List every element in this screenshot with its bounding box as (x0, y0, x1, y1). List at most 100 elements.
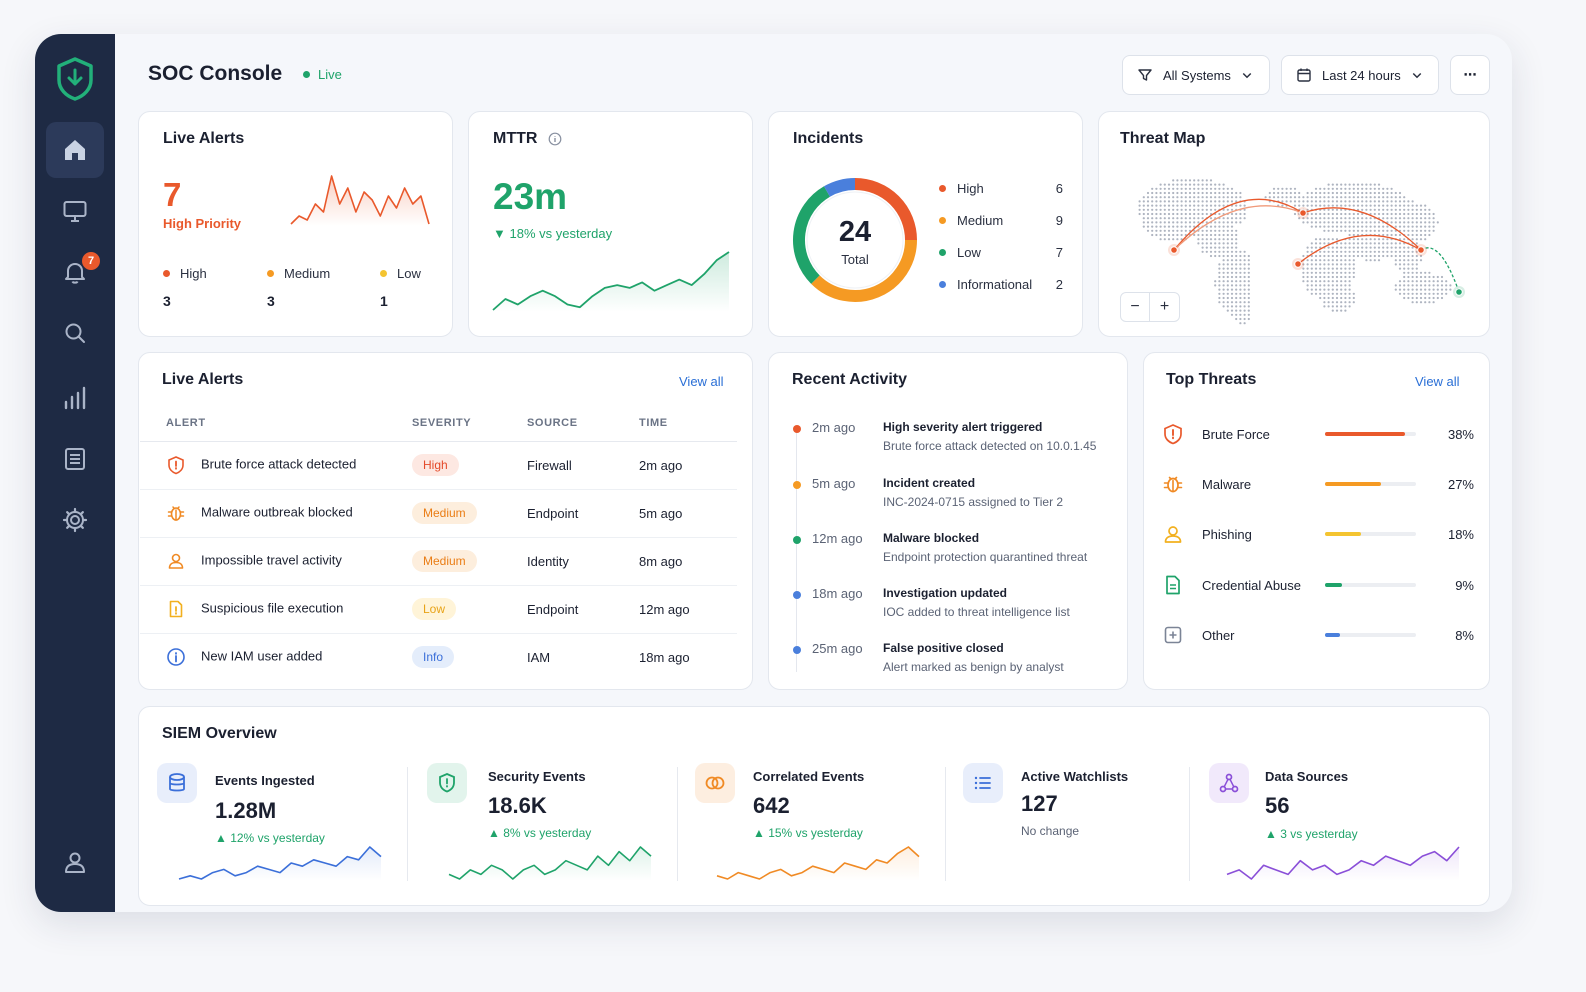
incidents-low-count: 7 (1055, 245, 1063, 260)
more-options-button[interactable]: ⋯ (1450, 55, 1490, 95)
zoom-in-button[interactable]: + (1159, 298, 1170, 315)
notification-badge: 7 (82, 252, 100, 270)
legend-low-label: Low (397, 266, 421, 281)
shield-alert-icon (168, 456, 184, 475)
siem-active-watchlists[interactable]: Active Watchlists 127 No change (963, 763, 1183, 883)
threat-name: Other (1202, 627, 1235, 643)
top-threats-card: Top Threats View all Brute Force 38% Mal… (1143, 352, 1490, 690)
attack-point[interactable] (1299, 209, 1307, 217)
attack-point[interactable] (1455, 288, 1463, 296)
threat-row-other[interactable]: Other 8% (1162, 623, 1474, 647)
recent-activity-title: Recent Activity (792, 371, 907, 388)
sidebar: 7 (35, 34, 115, 912)
activity-title: Investigation updated (883, 586, 1008, 600)
alert-time: 8m ago (639, 537, 737, 586)
nav-home[interactable] (46, 122, 104, 178)
alerts-table-header: ALERT SEVERITY SOURCE TIME (140, 405, 737, 442)
incidents-informational-dot (939, 281, 946, 288)
link-icon (695, 763, 735, 803)
incidents-card: Incidents 24 Total High 6 Medium 9 Low 7 In… (768, 111, 1083, 337)
high-priority-count: 7 (163, 176, 182, 213)
threat-row-phishing[interactable]: Phishing 18% (1162, 522, 1474, 546)
donut-slice-high[interactable] (854, 178, 917, 241)
alerts-table: ALERT SEVERITY SOURCE TIME Brute force a… (140, 405, 737, 681)
threat-bar (1325, 482, 1416, 486)
siem-sparkline (1226, 846, 1460, 881)
activity-dot (793, 481, 801, 489)
alerts-view-all-link[interactable]: View all (679, 374, 724, 389)
mttr-value: 23m (493, 176, 568, 217)
more-icon: ⋯ (1463, 67, 1477, 82)
nav-settings[interactable] (46, 492, 104, 548)
legend-high: High (163, 266, 207, 281)
severity-badge: Low (412, 598, 457, 620)
phishing-icon (1164, 526, 1182, 543)
attack-point[interactable] (1294, 260, 1302, 268)
donut-slice-informational[interactable] (824, 178, 856, 197)
table-row[interactable]: Suspicious file execution Low Endpoint 1… (140, 585, 737, 634)
mttr-title: MTTR (493, 130, 538, 147)
table-row[interactable]: Impossible travel activity Medium Identi… (140, 537, 737, 586)
col-source[interactable]: SOURCE (527, 405, 639, 442)
activity-item[interactable]: 2m ago High severity alert triggered Brute… (793, 420, 1113, 460)
siem-title: SIEM Overview (162, 725, 277, 742)
threats-view-all-link[interactable]: View all (1415, 374, 1460, 389)
nav-analytics[interactable] (46, 370, 104, 426)
activity-item[interactable]: 18m ago Investigation updated IOC added to… (793, 586, 1113, 626)
nav-monitor[interactable] (46, 183, 104, 239)
siem-label: Active Watchlists (1021, 769, 1129, 784)
nav-profile[interactable] (46, 834, 104, 890)
siem-value: 1.28M (215, 798, 277, 823)
siem-correlated-events[interactable]: Correlated Events 642 ▲ 15% vs yesterday (695, 763, 925, 883)
col-alert[interactable]: ALERT (140, 405, 412, 442)
alert-name: Impossible travel activity (201, 552, 342, 568)
search-icon (65, 323, 85, 343)
nav-reports[interactable] (46, 431, 104, 487)
table-row[interactable]: New IAM user added Info IAM 18m ago (140, 633, 737, 681)
col-time[interactable]: TIME (639, 405, 737, 442)
donut-slice-low[interactable] (793, 186, 831, 284)
legend-low-dot (380, 270, 387, 277)
plus-box-icon (1164, 626, 1182, 644)
activity-item[interactable]: 25m ago False positive closed Alert marked… (793, 641, 1113, 681)
siem-delta: ▲ 12% vs yesterday (215, 831, 325, 845)
table-row[interactable]: Brute force attack detected High Firewal… (140, 441, 737, 490)
donut-slice-medium[interactable] (811, 239, 917, 302)
nav-notifications[interactable]: 7 (46, 244, 104, 300)
siem-events-ingested[interactable]: Events Ingested 1.28M ▲ 12% vs yesterday (157, 763, 387, 883)
threat-row-credential-abuse[interactable]: Credential Abuse 9% (1162, 573, 1474, 597)
incidents-informational: Informational 2 (939, 277, 1063, 292)
systems-filter-button[interactable]: All Systems (1122, 55, 1270, 95)
incidents-medium-dot (939, 217, 946, 224)
activity-time: 18m ago (812, 586, 863, 601)
threat-bar (1325, 583, 1416, 587)
info-icon[interactable] (548, 132, 562, 146)
bug-icon (1163, 476, 1183, 493)
activity-item[interactable]: 5m ago Incident created INC-2024-0715 assi… (793, 476, 1113, 516)
incidents-informational-label: Informational (957, 277, 1033, 292)
siem-delta: ▲ 3 vs yesterday (1265, 827, 1358, 841)
live-dot (303, 71, 310, 78)
table-row[interactable]: Malware outbreak blocked Medium Endpoint… (140, 489, 737, 538)
col-severity[interactable]: SEVERITY (412, 405, 527, 442)
zoom-out-button[interactable]: − (1121, 293, 1151, 321)
threat-row-malware[interactable]: Malware 27% (1162, 472, 1474, 496)
activity-desc: INC-2024-0715 assigned to Tier 2 (883, 495, 1064, 509)
activity-time: 12m ago (812, 531, 863, 546)
attack-point[interactable] (1417, 246, 1425, 254)
siem-sparkline (178, 846, 382, 881)
siem-data-sources[interactable]: Data Sources 56 ▲ 3 vs yesterday (1209, 763, 1469, 883)
sparkline-line (448, 846, 652, 880)
siem-security-events[interactable]: Security Events 18.6K ▲ 8% vs yesterday (427, 763, 657, 883)
siem-delta: ▲ 8% vs yesterday (488, 826, 592, 840)
chevron-down-icon (1412, 72, 1422, 79)
gear-icon (62, 507, 88, 533)
sparkline-line (716, 846, 920, 880)
threat-row-brute-force[interactable]: Brute Force 38% (1162, 422, 1474, 446)
incidents-total: 24 (838, 216, 872, 248)
threat-pct: 18% (1447, 526, 1474, 542)
nav-search[interactable] (46, 305, 104, 361)
activity-item[interactable]: 12m ago Malware blocked Endpoint protectio… (793, 531, 1113, 571)
attack-point[interactable] (1170, 246, 1178, 254)
time-range-button[interactable]: Last 24 hours (1281, 55, 1439, 95)
